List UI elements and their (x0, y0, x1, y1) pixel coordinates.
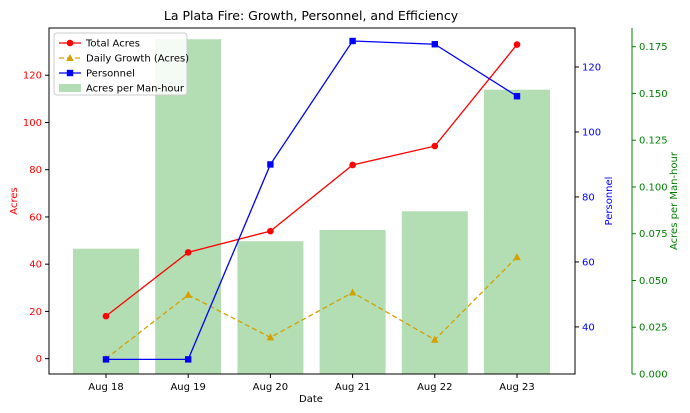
legend-label: Daily Growth (Acres) (86, 54, 189, 65)
right-2-tick-label: 0.000 (639, 370, 668, 381)
left-tick-label: 120 (23, 71, 42, 82)
right-1-tick-label: 80 (582, 192, 595, 203)
point-personnel (185, 356, 192, 363)
left-axis-label: Acres (9, 187, 20, 214)
point-daily-growth-acres (513, 253, 521, 261)
left-tick-label: 0 (36, 354, 42, 365)
right-2-tick-label: 0.125 (639, 136, 668, 147)
point-personnel (267, 161, 274, 168)
bar-acres-per-man-hour (319, 229, 386, 374)
bar-acres-per-man-hour (237, 241, 304, 374)
plot-frame (48, 27, 576, 375)
right-2-tick-label: 0.050 (639, 276, 668, 287)
legend-swatch (59, 84, 81, 92)
point-personnel (349, 37, 356, 45)
point-total-acres (184, 249, 192, 256)
left-tick-label: 20 (29, 307, 42, 318)
x-tick-label: Aug 22 (417, 382, 452, 393)
left-tick-label: 80 (29, 165, 42, 176)
right-axis-2-label: Acres per Man-hour (669, 151, 680, 250)
legend-marker (66, 54, 74, 61)
line-total-acres (105, 44, 518, 317)
right-1-tick-label: 120 (582, 62, 601, 73)
point-daily-growth-acres (348, 288, 357, 296)
left-tick-label: 100 (23, 118, 42, 129)
bar-acres-per-man-hour (401, 211, 468, 374)
chart-title: La Plata Fire: Growth, Personnel, and Ef… (164, 8, 459, 23)
bar-acres-per-man-hour (73, 248, 139, 374)
legend-label: Total Acres (85, 39, 140, 50)
left-tick-label: 40 (29, 260, 42, 271)
point-personnel (102, 356, 110, 363)
point-daily-growth-acres (431, 335, 439, 343)
point-total-acres (431, 142, 439, 150)
line-daily-growth-acres (105, 256, 518, 360)
point-daily-growth-acres (184, 290, 192, 298)
right-2-tick-label: 0.150 (639, 89, 668, 100)
x-axis-label: Date (299, 394, 323, 405)
right-axis-1-label: Personnel (604, 177, 615, 226)
left-tick-label: 60 (29, 212, 42, 223)
x-tick-label: Aug 23 (499, 382, 534, 393)
point-total-acres (102, 312, 110, 320)
legend-marker (66, 39, 74, 47)
bar-acres-per-man-hour (484, 89, 550, 374)
point-total-acres (513, 41, 521, 48)
line-personnel (106, 40, 518, 361)
legend-label: Acres per Man-hour (86, 84, 185, 95)
legend-label: Personnel (86, 69, 135, 80)
x-tick-label: Aug 18 (88, 382, 123, 393)
point-personnel (513, 93, 521, 100)
right-1-tick-label: 40 (582, 322, 595, 333)
legend: Total Acres Daily Growth (Acres) Personnel… (53, 32, 189, 96)
point-total-acres (349, 161, 356, 169)
right-2-tick-label: 0.025 (639, 323, 668, 334)
x-tick-label: Aug 21 (335, 382, 370, 393)
right-2-tick-label: 0.175 (639, 42, 668, 53)
point-total-acres (267, 227, 274, 235)
legend-box (53, 32, 188, 96)
right-2-tick-label: 0.075 (639, 229, 668, 240)
x-tick-label: Aug 19 (170, 382, 205, 393)
right-1-tick-label: 100 (582, 127, 601, 138)
right-1-tick-label: 60 (582, 257, 595, 268)
x-tick-label: Aug 20 (253, 382, 288, 393)
legend-marker (66, 69, 74, 77)
point-daily-growth-acres (266, 333, 275, 341)
right-2-tick-label: 0.100 (639, 182, 668, 193)
point-personnel (431, 41, 438, 48)
